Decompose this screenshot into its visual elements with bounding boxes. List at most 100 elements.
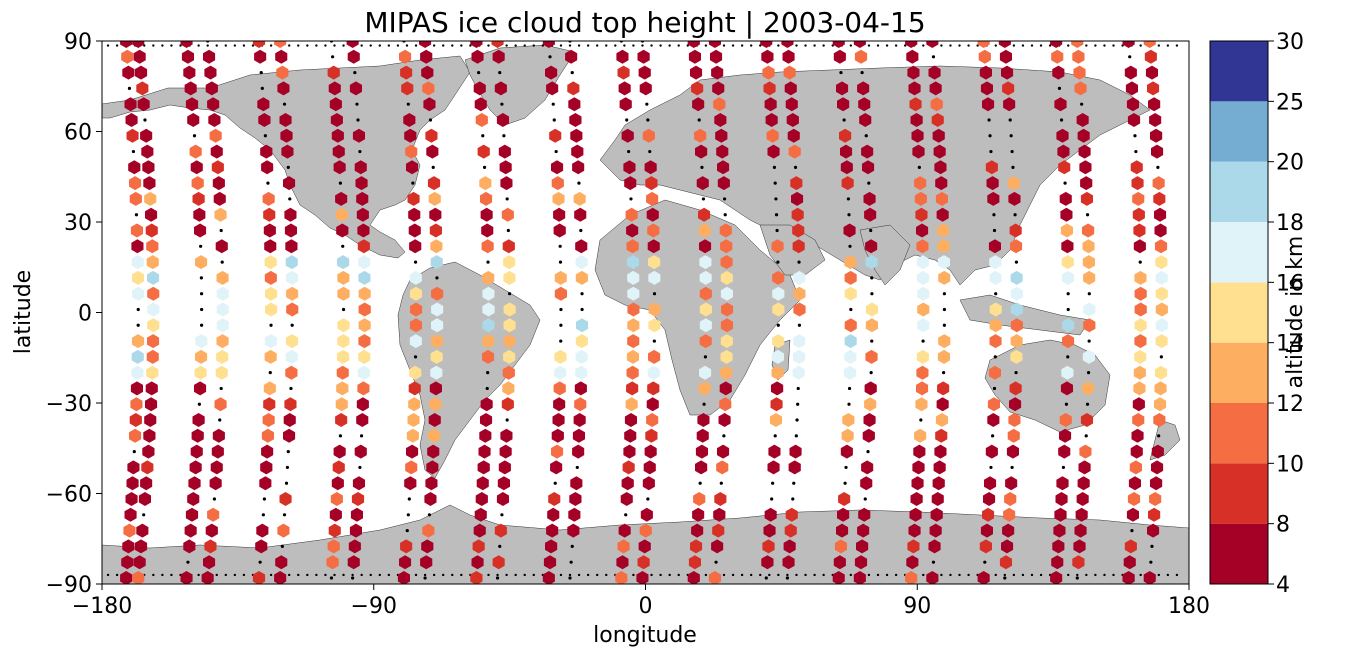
cloud-marker — [936, 397, 949, 412]
cloud-marker — [1072, 49, 1085, 64]
cloud-marker — [284, 223, 297, 238]
track-dot — [1003, 573, 1007, 577]
track-dot — [106, 44, 110, 47]
cloud-marker — [554, 365, 567, 380]
cloud-marker — [833, 49, 846, 64]
track-dot — [677, 44, 680, 47]
track-dot — [1066, 307, 1070, 312]
track-dot — [486, 371, 490, 375]
cloud-marker — [407, 413, 420, 427]
cloud-marker — [254, 49, 267, 64]
cloud-marker — [475, 492, 488, 506]
cloud-marker — [624, 428, 637, 443]
cloud-marker — [627, 286, 640, 301]
track-dot — [215, 44, 218, 47]
cloud-marker — [420, 49, 433, 64]
track-dot — [441, 573, 445, 577]
cloud-marker — [1079, 444, 1092, 459]
cloud-marker — [551, 444, 564, 459]
cloud-marker — [792, 223, 805, 238]
track-dot — [1063, 181, 1067, 185]
cloud-marker — [474, 97, 487, 112]
cloud-marker — [125, 113, 138, 127]
track-dot — [330, 55, 335, 59]
cloud-marker — [1005, 476, 1018, 491]
track-dot — [552, 118, 556, 122]
cloud-marker — [554, 349, 567, 364]
cloud-marker — [714, 113, 727, 127]
track-dot — [795, 418, 799, 422]
cloud-marker — [764, 507, 777, 522]
cloud-marker — [1060, 381, 1073, 396]
cloud-marker — [1122, 41, 1135, 48]
cloud-marker — [349, 523, 362, 538]
cloud-marker — [1082, 239, 1095, 254]
cloud-marker — [860, 476, 873, 491]
cloud-marker — [1076, 113, 1089, 127]
track-dot — [698, 481, 702, 485]
cloud-marker — [859, 113, 872, 127]
cloud-marker — [1058, 160, 1071, 175]
track-dot — [777, 573, 780, 577]
cloud-marker — [1002, 81, 1015, 96]
cloud-marker — [692, 97, 705, 112]
track-dot — [595, 573, 599, 577]
cloud-marker — [1054, 507, 1067, 522]
cloud-marker — [328, 523, 341, 538]
cloud-marker — [262, 413, 275, 427]
track-dot — [1157, 434, 1161, 438]
cloud-marker — [999, 555, 1012, 570]
cloud-marker — [1134, 302, 1147, 317]
cloud-marker — [1131, 176, 1144, 191]
track-dot — [1157, 573, 1161, 577]
colorbar-segment — [1210, 41, 1268, 102]
cloud-marker — [1007, 428, 1020, 443]
cloud-marker — [699, 239, 712, 254]
cloud-marker — [1132, 207, 1145, 222]
cloud-marker — [471, 555, 484, 570]
cloud-marker — [201, 571, 214, 584]
cloud-marker — [482, 349, 495, 364]
track-dot — [269, 323, 273, 327]
cloud-marker — [987, 397, 1000, 412]
cloud-marker — [283, 428, 296, 443]
cloud-marker — [572, 428, 585, 443]
cloud-marker — [1123, 555, 1136, 570]
cloud-marker — [917, 286, 930, 301]
cloud-marker — [1155, 255, 1168, 270]
y-tick-label: 90 — [64, 30, 92, 55]
track-dot — [958, 573, 961, 577]
cloud-marker — [934, 444, 947, 459]
cloud-marker — [647, 223, 660, 238]
cloud-marker — [147, 302, 160, 317]
track-dot — [704, 573, 708, 577]
cloud-marker — [720, 349, 733, 364]
y-tick-label: −60 — [46, 483, 92, 508]
colorbar-segment — [1210, 222, 1268, 283]
cloud-marker — [286, 286, 299, 301]
cloud-marker — [430, 349, 443, 364]
track-dot — [496, 573, 499, 577]
track-dot — [847, 402, 851, 406]
track-dot — [993, 355, 997, 359]
cloud-marker — [691, 81, 704, 96]
track-dot — [714, 560, 718, 564]
track-dot — [876, 44, 880, 47]
cloud-marker — [627, 334, 640, 349]
cloud-marker — [648, 349, 661, 364]
track-dot — [894, 44, 898, 47]
cloud-marker — [216, 286, 229, 301]
colorbar-tick-label: 25 — [1276, 90, 1304, 115]
track-dot — [922, 573, 925, 577]
cloud-marker — [409, 318, 422, 333]
track-dot — [1057, 86, 1062, 90]
cloud-marker — [409, 270, 422, 285]
cloud-marker — [400, 65, 413, 80]
cloud-marker — [622, 460, 635, 475]
track-dot — [764, 576, 768, 580]
track-dot — [152, 573, 155, 577]
cloud-marker — [761, 49, 774, 64]
cloud-marker — [356, 191, 369, 206]
cloud-marker — [926, 571, 939, 584]
cloud-marker — [285, 239, 298, 254]
